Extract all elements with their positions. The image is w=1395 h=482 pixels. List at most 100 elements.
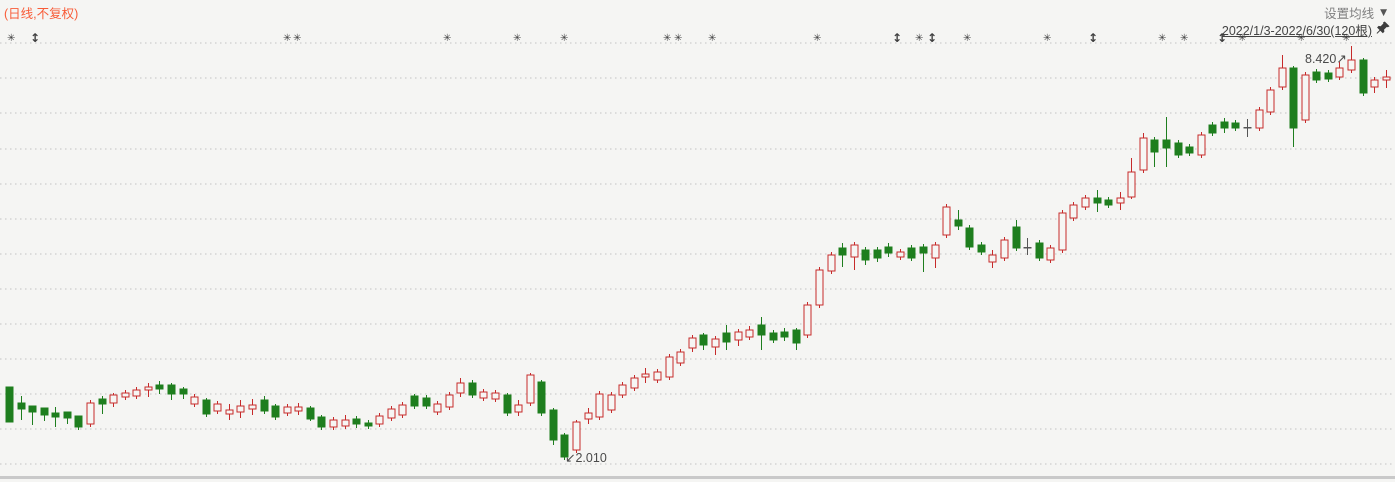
event-marker-star[interactable]: ✳ [293, 33, 302, 44]
event-marker-updown[interactable]: ↕ [927, 31, 938, 45]
event-marker-star[interactable]: ✳ [1158, 33, 1167, 44]
event-marker-star[interactable]: ✳ [915, 33, 924, 44]
low-price-value: 2.010 [575, 451, 607, 465]
candle [121, 390, 130, 400]
candle [1370, 77, 1379, 93]
candle [236, 400, 245, 418]
candle [722, 325, 731, 350]
candle [630, 375, 639, 391]
candle [40, 407, 49, 421]
event-marker-star[interactable]: ✳ [1297, 33, 1306, 44]
date-range-link[interactable]: 2022/1/3-2022/6/30(120根) [1221, 24, 1372, 38]
candle [74, 415, 83, 430]
event-marker-updown[interactable]: ↕ [892, 31, 903, 45]
candle [988, 250, 997, 268]
candle [387, 406, 396, 421]
candle [769, 330, 778, 343]
ma-setting-label: 设置均线 [1324, 7, 1375, 21]
pin-icon[interactable] [1376, 21, 1390, 35]
candle [584, 408, 593, 424]
arrow-up-right-icon: ↗ [1336, 51, 1347, 66]
candle [560, 433, 569, 460]
candle [641, 368, 650, 383]
event-marker-star[interactable]: ✳ [1238, 33, 1247, 44]
candle [1231, 120, 1240, 131]
event-marker-updown[interactable]: ↕ [1088, 31, 1099, 45]
candle [132, 387, 141, 399]
candle [526, 373, 535, 406]
candle [653, 369, 662, 383]
candle [468, 380, 477, 398]
candle [28, 405, 37, 425]
candle [595, 391, 604, 420]
event-marker-star[interactable]: ✳ [1043, 33, 1052, 44]
candle [1382, 70, 1391, 88]
candle [757, 317, 766, 350]
candle [676, 349, 685, 366]
candle [1208, 122, 1217, 136]
candle [537, 380, 546, 416]
candle [1359, 58, 1368, 96]
candle [838, 243, 847, 267]
candle [745, 326, 754, 340]
candle [260, 396, 269, 414]
candle [699, 333, 708, 350]
candle [433, 401, 442, 415]
candle [1104, 197, 1113, 208]
low-price-annotation: ↙2.010 [565, 450, 607, 465]
arrow-down-left-icon: ↙ [565, 450, 576, 465]
candle [1093, 190, 1102, 212]
candle [398, 402, 407, 418]
bottom-scrollbar[interactable] [0, 476, 1395, 479]
candle [792, 328, 801, 350]
candle [965, 225, 974, 250]
candle [1243, 119, 1252, 137]
ma-setting-dropdown[interactable]: 设置均线 ▼ [1324, 3, 1387, 22]
candle [167, 383, 176, 400]
candle [873, 247, 882, 262]
candle [98, 396, 107, 414]
candle [329, 417, 338, 430]
high-price-value: 8.420 [1305, 52, 1337, 66]
candle [422, 395, 431, 409]
candle [942, 204, 951, 238]
event-marker-star[interactable]: ✳ [674, 33, 683, 44]
event-marker-star[interactable]: ✳ [283, 33, 292, 44]
candle [665, 354, 674, 380]
event-marker-updown[interactable]: ↕ [1217, 31, 1228, 45]
candle [364, 420, 373, 429]
candle [317, 415, 326, 430]
candle [1116, 192, 1125, 210]
candle [815, 267, 824, 308]
candle [850, 242, 859, 270]
event-marker-star[interactable]: ✳ [513, 33, 522, 44]
candle [607, 392, 616, 413]
event-marker-star[interactable]: ✳ [1180, 33, 1189, 44]
event-marker-star[interactable]: ✳ [1342, 33, 1351, 44]
candle [283, 404, 292, 416]
candle [977, 242, 986, 255]
candle [1035, 240, 1044, 261]
event-marker-star[interactable]: ✳ [443, 33, 452, 44]
candle [1150, 137, 1159, 167]
candle [294, 403, 303, 415]
event-marker-star[interactable]: ✳ [560, 33, 569, 44]
candle [179, 387, 188, 399]
event-marker-star[interactable]: ✳ [813, 33, 822, 44]
event-marker-updown[interactable]: ↕ [30, 31, 41, 45]
event-marker-star[interactable]: ✳ [7, 33, 16, 44]
candle [884, 243, 893, 257]
candle [306, 406, 315, 421]
candle [190, 394, 199, 407]
candle [919, 244, 928, 272]
event-marker-star[interactable]: ✳ [708, 33, 717, 44]
candle [213, 401, 222, 414]
candle [410, 394, 419, 409]
candle [1174, 140, 1183, 158]
event-marker-star[interactable]: ✳ [663, 33, 672, 44]
event-marker-star[interactable]: ✳ [963, 33, 972, 44]
candle [734, 329, 743, 346]
candle [1197, 132, 1206, 158]
candle [1289, 66, 1298, 147]
